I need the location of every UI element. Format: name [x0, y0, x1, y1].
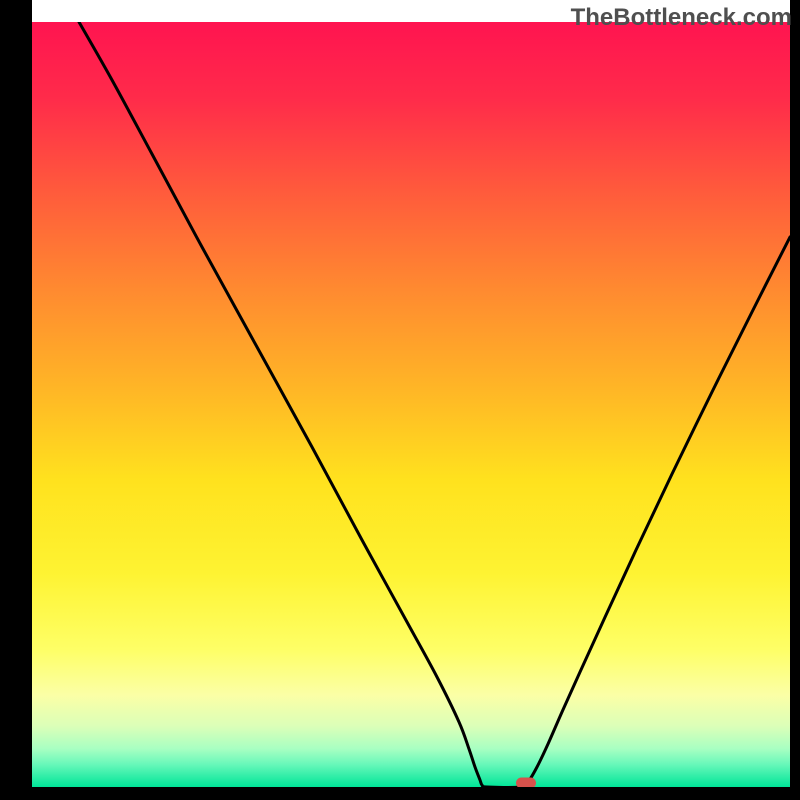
frame-bottom — [0, 787, 800, 800]
curve-path — [79, 22, 790, 787]
optimum-marker — [516, 778, 536, 788]
bottleneck-curve — [32, 22, 790, 787]
frame-right — [790, 0, 800, 800]
frame-left — [0, 0, 32, 800]
plot-area — [32, 22, 790, 787]
watermark-text: TheBottleneck.com — [571, 4, 792, 32]
chart-root: TheBottleneck.com — [0, 0, 800, 800]
